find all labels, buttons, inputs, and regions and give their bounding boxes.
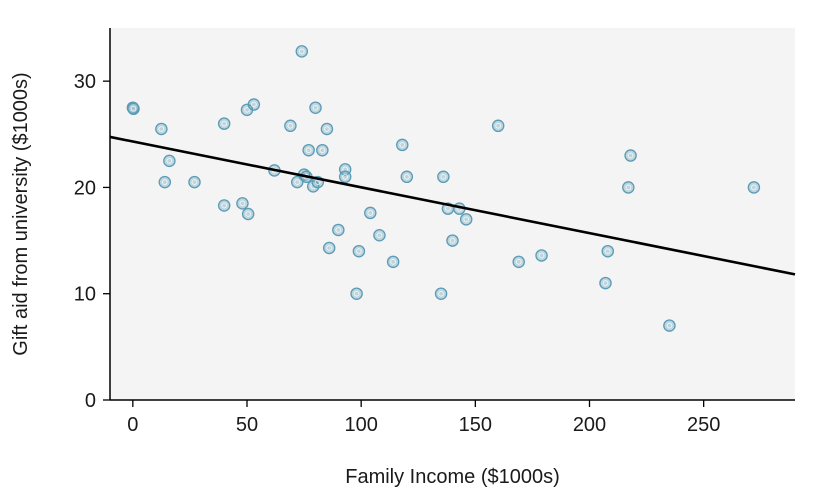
data-point — [217, 199, 231, 212]
data-point — [396, 138, 409, 152]
data-point — [332, 223, 345, 237]
data-point — [491, 119, 505, 133]
data-point — [535, 249, 548, 262]
data-point — [127, 102, 140, 116]
data-point — [400, 170, 414, 184]
y-tick-label: 10 — [74, 284, 96, 306]
data-point — [284, 119, 297, 133]
data-point — [624, 149, 637, 162]
data-point — [163, 154, 176, 168]
data-point — [241, 207, 255, 221]
data-points — [126, 45, 761, 332]
x-tick-label: 150 — [459, 414, 492, 436]
x-tick-label: 100 — [344, 414, 377, 436]
y-axis-title: Gift aid from university ($1000s) — [10, 72, 32, 355]
data-point — [188, 175, 201, 189]
x-tick-label: 200 — [573, 414, 606, 436]
data-point — [747, 181, 761, 194]
x-axis-title: Family Income ($1000s) — [345, 466, 560, 488]
data-point — [599, 276, 612, 290]
x-tick-label: 50 — [236, 414, 258, 436]
data-point — [663, 319, 676, 332]
data-point — [364, 206, 377, 220]
x-tick-label: 250 — [687, 414, 720, 436]
data-point — [437, 170, 450, 184]
y-tick-label: 0 — [85, 390, 96, 412]
data-point — [386, 255, 400, 269]
data-point — [316, 143, 329, 157]
data-point — [320, 122, 334, 136]
data-point — [302, 143, 315, 157]
data-point — [459, 213, 473, 226]
data-point — [217, 117, 231, 130]
data-point — [338, 170, 352, 184]
data-point — [601, 244, 615, 258]
regression-line — [109, 135, 796, 276]
data-point — [309, 101, 322, 114]
data-point — [446, 234, 459, 247]
x-tick-label: 0 — [127, 414, 138, 436]
data-point — [247, 98, 261, 111]
data-point — [322, 241, 336, 255]
data-point — [155, 122, 168, 136]
data-point — [350, 287, 363, 300]
data-point — [236, 197, 249, 210]
y-axis-ticks: 0 10 20 30 — [74, 71, 110, 412]
data-point — [434, 287, 448, 300]
data-point — [158, 175, 172, 189]
y-tick-label: 30 — [74, 71, 96, 93]
plot-background — [110, 28, 795, 400]
data-point — [512, 255, 525, 269]
y-tick-label: 20 — [74, 177, 96, 199]
data-point — [622, 181, 635, 194]
x-axis-ticks: 0 50 100 150 200 250 — [127, 400, 720, 436]
data-point — [352, 244, 366, 258]
data-point — [373, 229, 386, 242]
data-point — [295, 45, 309, 58]
